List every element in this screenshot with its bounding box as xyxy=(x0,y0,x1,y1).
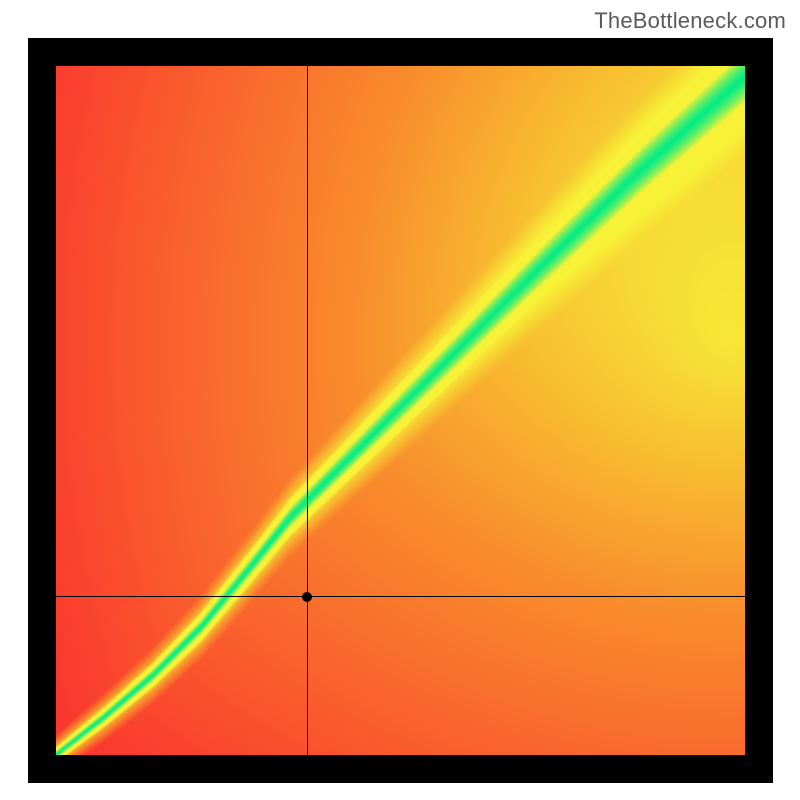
crosshair-horizontal xyxy=(56,596,745,597)
plot-area xyxy=(56,66,745,755)
crosshair-dot xyxy=(302,592,312,602)
chart-container: TheBottleneck.com xyxy=(0,0,800,800)
watermark-text: TheBottleneck.com xyxy=(594,8,786,34)
plot-frame xyxy=(28,38,773,783)
crosshair-vertical xyxy=(307,66,308,755)
heatmap-canvas xyxy=(56,66,745,755)
